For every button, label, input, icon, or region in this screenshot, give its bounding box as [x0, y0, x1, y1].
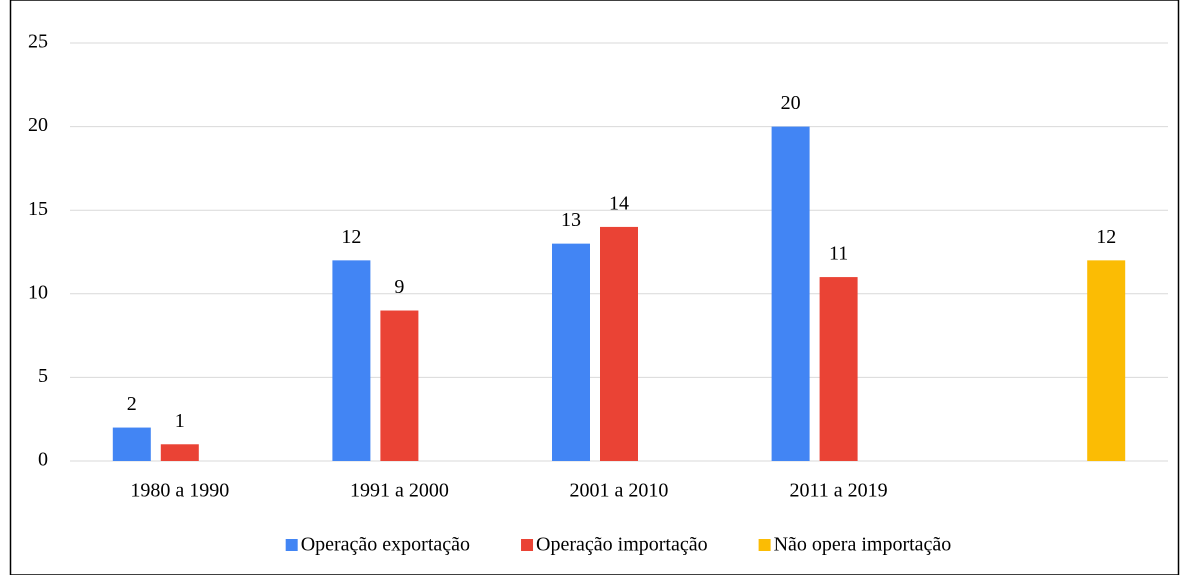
data-label: 2 [127, 393, 137, 415]
bar [600, 226, 638, 461]
bar [819, 277, 858, 461]
y-tick-label: 15 [28, 198, 48, 220]
bar [552, 243, 590, 461]
y-tick-label: 10 [28, 281, 48, 303]
x-tick-label: 2011 a 2019 [790, 480, 888, 502]
data-label: 13 [561, 209, 581, 231]
y-tick-label: 25 [28, 31, 48, 53]
legend-label: Operação importação [536, 534, 708, 556]
legend-swatch [521, 539, 534, 551]
legend-label: Operação exportação [301, 534, 470, 556]
data-label: 1 [175, 410, 185, 432]
x-tick-label: 2001 a 2010 [570, 480, 669, 502]
x-tick-label: 1991 a 2000 [350, 480, 449, 502]
x-tick-label: 1980 a 1990 [130, 480, 229, 502]
bar [332, 260, 371, 461]
y-tick-label: 5 [38, 365, 48, 387]
y-tick-label: 0 [38, 449, 48, 471]
legend-swatch [285, 539, 298, 551]
legend-swatch [758, 539, 771, 551]
bar [1087, 260, 1126, 461]
data-label: 12 [341, 226, 361, 248]
data-label: 11 [829, 243, 848, 265]
data-label: 9 [394, 276, 404, 298]
data-label: 20 [781, 92, 801, 114]
bar [380, 310, 419, 461]
data-label: 14 [609, 193, 629, 215]
bar [771, 126, 810, 461]
data-label: 12 [1096, 226, 1116, 248]
y-tick-label: 20 [28, 114, 48, 136]
legend-label: Não opera importação [774, 534, 952, 556]
bar [160, 444, 199, 461]
bar [112, 427, 151, 461]
chart-frame [9, 0, 1180, 575]
